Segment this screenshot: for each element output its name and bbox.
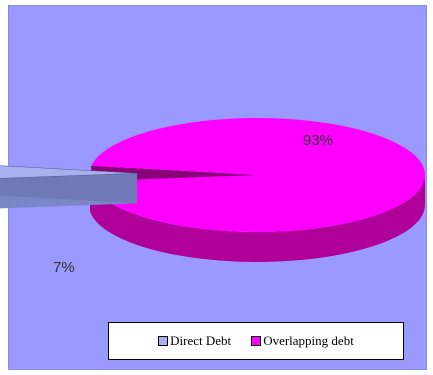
data-label-overlapping-debt: 93% bbox=[303, 132, 334, 149]
legend-swatch-overlapping-debt bbox=[251, 336, 262, 346]
legend-item-overlapping-debt: Overlapping debt bbox=[251, 333, 354, 349]
data-label-direct-debt: 7% bbox=[53, 259, 75, 276]
legend-label-overlapping-debt: Overlapping debt bbox=[263, 333, 354, 348]
legend-swatch-direct-debt bbox=[158, 336, 169, 346]
slice-side-overlapping-debt bbox=[90, 175, 426, 263]
slice-direct-debt bbox=[0, 165, 138, 179]
legend: Direct Debt Overlapping debt bbox=[108, 322, 404, 360]
legend-label-direct-debt: Direct Debt bbox=[170, 333, 232, 348]
slice-overlapping-debt bbox=[90, 118, 426, 232]
legend-item-direct-debt: Direct Debt bbox=[158, 333, 231, 349]
